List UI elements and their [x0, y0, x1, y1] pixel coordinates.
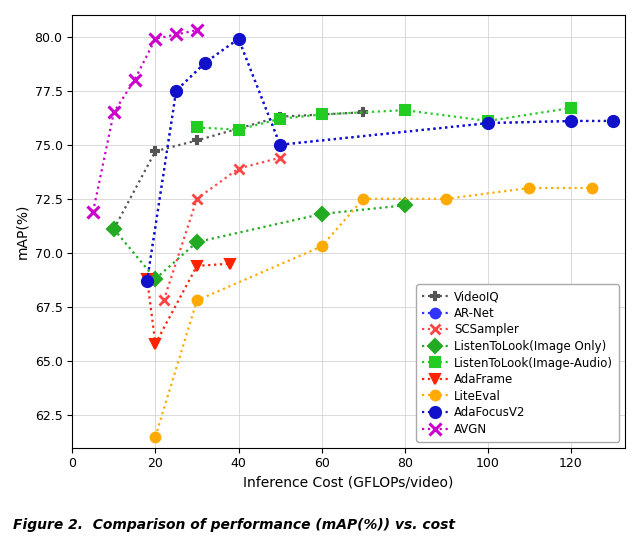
Y-axis label: mAP(%): mAP(%) — [15, 204, 29, 259]
Legend: VideoIQ, AR-Net, SCSampler, ListenToLook(Image Only), ListenToLook(Image-Audio),: VideoIQ, AR-Net, SCSampler, ListenToLook… — [417, 285, 619, 441]
X-axis label: Inference Cost (GFLOPs/video): Inference Cost (GFLOPs/video) — [243, 476, 454, 490]
Text: Figure 2.  Comparison of performance (mAP(%)) vs. cost: Figure 2. Comparison of performance (mAP… — [13, 518, 455, 532]
